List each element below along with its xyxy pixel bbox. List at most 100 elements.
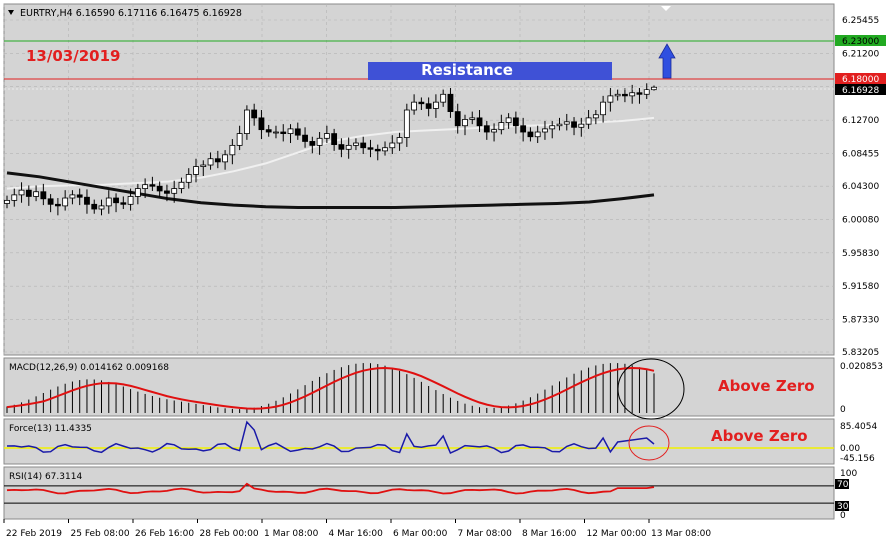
- bearish-candle: [164, 190, 170, 194]
- time-tick-label: 6 Mar 00:00: [393, 529, 448, 539]
- bullish-candle: [643, 89, 650, 95]
- symbol-dropdown-icon[interactable]: [8, 10, 14, 15]
- price-tick-label: 6.00080: [842, 215, 879, 225]
- time-tick-label: 13 Mar 08:00: [651, 529, 711, 539]
- price-tick-label: 5.83205: [842, 348, 879, 358]
- time-tick-label: 28 Feb 00:00: [200, 529, 259, 539]
- bearish-candle: [40, 191, 47, 200]
- rsi-indicator: [4, 482, 834, 504]
- bearish-candle: [512, 117, 519, 127]
- bullish-candle: [462, 119, 468, 127]
- bullish-candle: [433, 101, 439, 109]
- rsi-axis-top: 100: [840, 469, 857, 479]
- bearish-candle: [84, 196, 90, 205]
- bearish-candle: [113, 197, 119, 204]
- bearish-candle: [302, 134, 308, 142]
- rsi-label: RSI(14) 67.3114: [9, 472, 82, 482]
- bullish-candle: [207, 158, 214, 166]
- bullish-candle: [592, 114, 599, 119]
- bullish-candle: [629, 92, 636, 97]
- rsi-line: [6, 482, 655, 495]
- macd-label: MACD(12,26,9) 0.014162 0.009168: [9, 363, 169, 373]
- price-tick-label: 6.12700: [842, 116, 879, 126]
- bullish-candle: [236, 133, 243, 146]
- bullish-candle: [273, 131, 279, 134]
- bearish-candle: [360, 142, 367, 149]
- symbol-info: EURTRY,H4 6.16590 6.17116 6.16475 6.1692…: [20, 8, 242, 19]
- time-tick-label: 1 Mar 08:00: [264, 529, 319, 539]
- bullish-candle: [105, 197, 112, 207]
- time-tick-label: 22 Feb 2019: [6, 529, 62, 539]
- bearish-candle: [47, 198, 54, 205]
- bearish-candle: [258, 117, 265, 131]
- price-tick-label: 6.08455: [842, 150, 879, 160]
- bearish-candle: [447, 93, 454, 112]
- bullish-candle: [142, 184, 149, 189]
- bullish-candle: [585, 117, 592, 125]
- macd-axis-zero: 0: [840, 405, 846, 415]
- price-tick-label: 6.21200: [842, 49, 879, 59]
- bullish-candle: [178, 181, 185, 189]
- bearish-candle: [571, 121, 577, 128]
- bearish-candle: [622, 93, 628, 97]
- bearish-candle: [251, 109, 258, 119]
- price-axis: 6.254556.212006.170006.127006.084556.043…: [842, 16, 879, 358]
- candlesticks: [4, 83, 657, 216]
- bearish-candle: [294, 128, 301, 136]
- current-price-label: 6.16928: [842, 86, 879, 96]
- bearish-candle: [374, 148, 381, 152]
- time-tick-label: 8 Mar 16:00: [522, 529, 577, 539]
- moving-averages: [6, 116, 655, 209]
- resistance-price-label: 6.18000: [842, 75, 879, 85]
- bearish-candle: [636, 92, 643, 95]
- time-axis: 22 Feb 2019 25 Feb 08:00 26 Feb 16:00 28 Fe…: [3, 519, 711, 539]
- bullish-candle: [243, 109, 250, 134]
- bearish-candle: [527, 131, 534, 138]
- bullish-candle: [600, 101, 607, 116]
- price-tick-label: 5.95830: [842, 249, 879, 259]
- bullish-candle: [287, 128, 294, 134]
- bullish-candle: [4, 199, 10, 204]
- bullish-candle: [491, 129, 497, 133]
- bearish-candle: [309, 141, 316, 146]
- resistance-box: [368, 62, 612, 80]
- bullish-candle: [556, 123, 563, 127]
- bearish-candle: [149, 184, 156, 187]
- scroll-marker-icon[interactable]: [661, 6, 671, 11]
- price-panel[interactable]: [3, 3, 835, 356]
- force-panel[interactable]: [3, 418, 835, 465]
- macd-panel[interactable]: [3, 357, 835, 417]
- bullish-candle: [396, 137, 403, 144]
- force-axis-bottom: -45.156: [840, 454, 875, 464]
- force-highlight-circle: [628, 425, 670, 461]
- bullish-candle: [69, 194, 76, 199]
- macd-annotation: Above Zero: [718, 377, 815, 395]
- bearish-candle: [454, 111, 461, 127]
- bearish-candle: [120, 202, 127, 205]
- bullish-candle: [18, 189, 25, 196]
- bullish-candle: [134, 188, 141, 197]
- time-tick-label: 4 Mar 16:00: [329, 529, 384, 539]
- macd-axis-top: 0.020853: [840, 362, 883, 372]
- time-tick-label: 7 Mar 08:00: [458, 529, 513, 539]
- bullish-candle: [222, 154, 228, 163]
- time-tick-label: 12 Mar 00:00: [587, 529, 647, 539]
- macd-signal-line: [6, 366, 655, 410]
- bullish-candle: [33, 191, 39, 197]
- bearish-candle: [156, 185, 163, 192]
- up-arrow-icon: [658, 43, 676, 79]
- bullish-candle: [389, 142, 396, 149]
- bullish-candle: [323, 133, 330, 139]
- price-tick-label: 5.91580: [842, 282, 879, 292]
- bullish-candle: [578, 123, 585, 128]
- resistance-price-badge: [835, 73, 886, 84]
- bullish-candle: [316, 137, 323, 146]
- bearish-candle: [338, 144, 345, 150]
- macd-histogram: [6, 363, 655, 413]
- date-annotation: 13/03/2019: [26, 47, 120, 65]
- rsi-axis-bottom: 0: [840, 511, 846, 521]
- bearish-candle: [280, 131, 287, 134]
- time-tick-label: 26 Feb 16:00: [135, 529, 194, 539]
- fast-moving-average-line: [6, 116, 655, 190]
